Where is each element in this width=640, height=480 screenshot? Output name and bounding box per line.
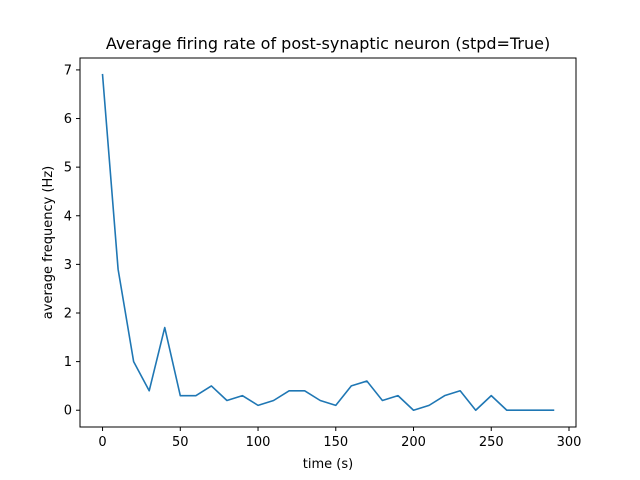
y-axis-ticks: 0 1 2 3 4 5 6 7 <box>64 63 80 419</box>
y-tick-label: 1 <box>64 355 72 370</box>
plot-area <box>79 57 577 428</box>
y-tick-label: 0 <box>64 404 72 419</box>
x-axis-label: time (s) <box>303 457 353 472</box>
x-tick-label: 50 <box>172 435 189 450</box>
x-tick-label: 150 <box>323 435 348 450</box>
series-layer <box>101 73 555 412</box>
x-tick-label: 250 <box>479 435 504 450</box>
series-line <box>101 73 555 412</box>
x-tick-label: 300 <box>557 435 582 450</box>
y-tick-label: 6 <box>64 112 72 127</box>
x-tick-label: 100 <box>246 435 271 450</box>
y-tick-label: 7 <box>64 63 72 78</box>
axes-frame <box>79 57 577 428</box>
y-tick-label: 3 <box>64 258 72 273</box>
x-tick-label: 200 <box>401 435 426 450</box>
chart-title: Average firing rate of post-synaptic neu… <box>106 34 550 53</box>
y-axis-label: average frequency (Hz) <box>41 166 56 319</box>
x-tick-label: 0 <box>98 435 106 450</box>
y-tick-label: 2 <box>64 306 72 321</box>
x-axis-ticks: 0 50 100 150 200 250 300 <box>98 427 581 450</box>
y-tick-label: 5 <box>64 161 72 176</box>
y-tick-label: 4 <box>64 209 72 224</box>
